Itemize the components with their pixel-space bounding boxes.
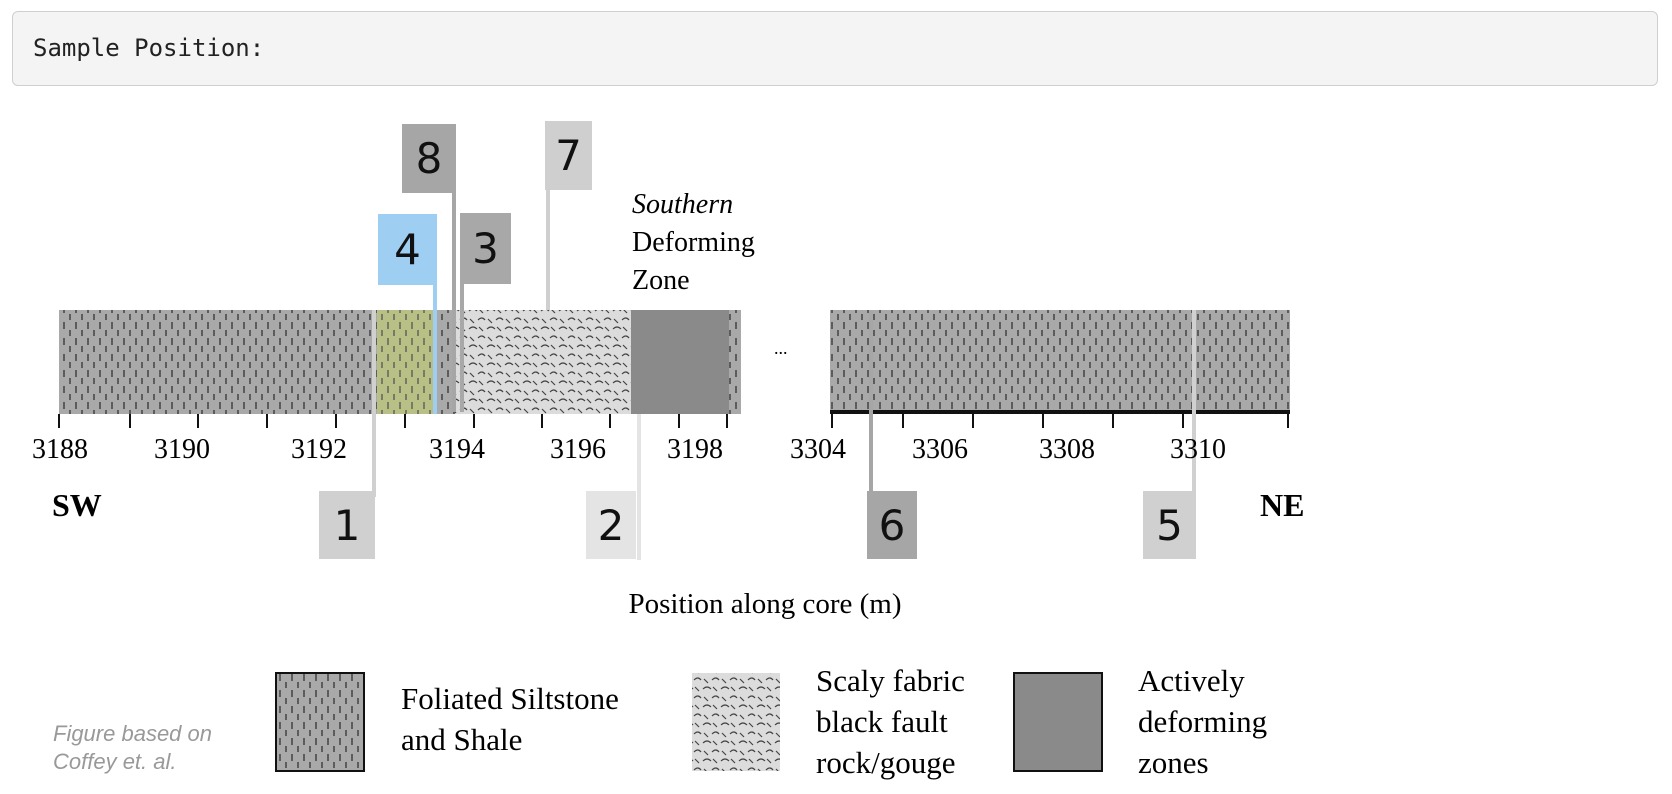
tick-label: 3306	[912, 434, 968, 465]
southern-deforming-zone-note: Southern Deforming Zone	[632, 186, 755, 300]
sample-marker-label: 6	[878, 500, 906, 550]
legend-foliated-line1: Foliated Siltstone	[401, 681, 619, 716]
left-axis-ticks	[58, 414, 728, 428]
sample-marker-2[interactable]: 2	[586, 491, 636, 559]
zone-note-italic: Southern	[632, 189, 734, 220]
credit-line1: Figure based on	[53, 721, 212, 746]
tick-label: 3196	[550, 434, 606, 465]
legend-scaly: Scaly fabric black fault rock/gouge	[816, 660, 965, 783]
core-foliated-left	[59, 310, 377, 414]
tick-label: 3192	[291, 434, 347, 465]
legend-foliated-line2: and Shale	[401, 722, 523, 757]
legend-scaly-line2: black fault	[816, 704, 948, 739]
legend-active-line2: deforming	[1138, 704, 1268, 739]
legend-active-line3: zones	[1138, 745, 1209, 780]
core-foliated-far	[830, 310, 1290, 414]
credit-line2: Coffey et. al.	[53, 749, 177, 774]
legend-active: Actively deforming zones	[1138, 660, 1267, 783]
legend-swatch-active	[1013, 672, 1103, 772]
sample-marker-7[interactable]: 7	[545, 121, 592, 190]
marker-leaders	[372, 190, 1196, 560]
direction-sw: SW	[52, 487, 102, 523]
sample-marker-4[interactable]: 4	[378, 214, 437, 285]
legend-scaly-line3: rock/gouge	[816, 745, 956, 780]
legend-scaly-line1: Scaly fabric	[816, 663, 965, 698]
sample-marker-label: 4	[394, 225, 421, 274]
legend-swatch-scaly	[692, 673, 780, 771]
sample-position-readout: Sample Position:	[12, 11, 1658, 86]
tick-label: 3194	[429, 434, 485, 465]
sample-marker-label: 7	[555, 131, 582, 180]
tick-label: 3310	[1170, 434, 1226, 465]
sample-position-label: Sample Position:	[33, 34, 265, 62]
core-gap-ellipsis: ...	[774, 338, 788, 358]
sample-marker-6[interactable]: 6	[867, 491, 917, 559]
sample-marker-8[interactable]: 8	[402, 124, 456, 193]
tick-label: 3190	[154, 434, 210, 465]
core-foliated-right-end	[729, 310, 741, 414]
tick-label: 3304	[790, 434, 846, 465]
sample-marker-label: 8	[415, 134, 443, 183]
tick-label: 3188	[32, 434, 88, 465]
zone-note-line3: Zone	[632, 265, 690, 296]
direction-ne: NE	[1260, 487, 1305, 523]
legend-swatch-foliated	[275, 672, 365, 772]
core-highlight-zone	[377, 310, 435, 414]
legend-active-line1: Actively	[1138, 663, 1245, 698]
sample-marker-label: 2	[597, 500, 625, 550]
core-active-zone	[631, 310, 729, 414]
core-foliated-mid	[435, 310, 455, 414]
sample-marker-label: 1	[333, 500, 361, 550]
tick-label: 3198	[667, 434, 723, 465]
sample-marker-label: 5	[1156, 500, 1183, 550]
sample-marker-1[interactable]: 1	[319, 491, 375, 559]
x-axis-label: Position along core (m)	[628, 588, 902, 620]
sample-marker-label: 3	[472, 224, 499, 273]
sample-marker-3[interactable]: 3	[460, 213, 511, 284]
zone-note-line2: Deforming	[632, 227, 755, 258]
right-axis-ticks	[831, 414, 1289, 428]
legend-foliated: Foliated Siltstone and Shale	[401, 678, 619, 760]
core-scaly-zone	[455, 310, 631, 414]
sample-marker-5[interactable]: 5	[1143, 491, 1196, 559]
figure-credit: Figure based on Coffey et. al.	[53, 720, 212, 776]
tick-label: 3308	[1039, 434, 1095, 465]
